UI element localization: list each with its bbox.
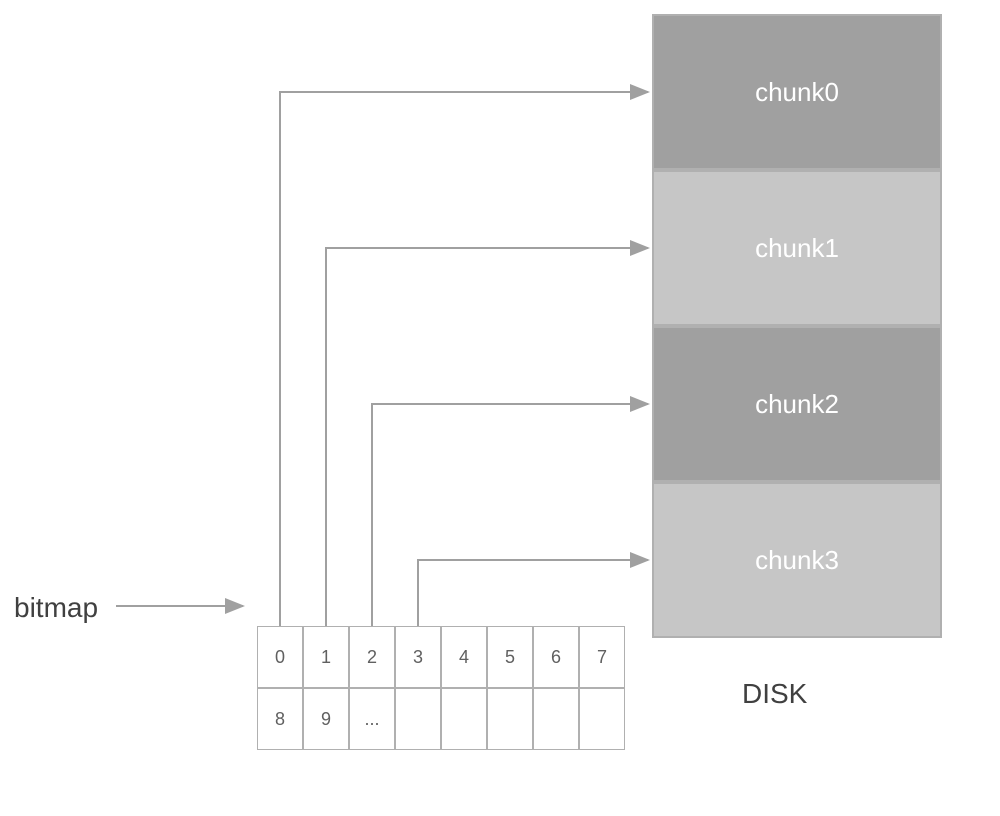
bitmap-label: bitmap: [14, 592, 98, 624]
bitmap-cell: ...: [349, 688, 395, 750]
disk-chunk: chunk3: [652, 482, 942, 638]
disk-label: DISK: [742, 678, 807, 710]
bitmap-cell: [579, 688, 625, 750]
bitmap-cell: 4: [441, 626, 487, 688]
bitmap-cell: 1: [303, 626, 349, 688]
bitmap-cell: [395, 688, 441, 750]
connector-arrow: [280, 92, 648, 626]
disk-chunk: chunk2: [652, 326, 942, 482]
bitmap-cell: 0: [257, 626, 303, 688]
bitmap-cell: [441, 688, 487, 750]
connector-arrow: [372, 404, 648, 626]
disk-chunk: chunk0: [652, 14, 942, 170]
bitmap-cell: 7: [579, 626, 625, 688]
bitmap-cell: 9: [303, 688, 349, 750]
bitmap-cell: 6: [533, 626, 579, 688]
disk-chunk: chunk1: [652, 170, 942, 326]
connector-arrow: [326, 248, 648, 626]
bitmap-cell: 5: [487, 626, 533, 688]
connector-arrow: [418, 560, 648, 626]
bitmap-cell: [533, 688, 579, 750]
bitmap-cell: 3: [395, 626, 441, 688]
bitmap-cell: [487, 688, 533, 750]
bitmap-cell: 2: [349, 626, 395, 688]
bitmap-cell: 8: [257, 688, 303, 750]
